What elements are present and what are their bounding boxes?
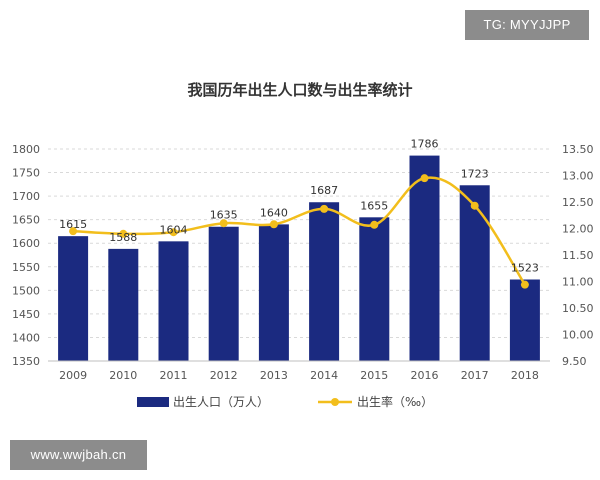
x-tick-label: 2016 [411, 369, 439, 382]
y-left-tick-label: 1400 [12, 331, 40, 344]
y-right-tick-label: 13.50 [562, 143, 594, 156]
x-tick-label: 2009 [59, 369, 87, 382]
bar [509, 279, 540, 361]
legend-bar-swatch [137, 397, 169, 407]
watermark-tag-bottom: www.wwjbah.cn [10, 440, 147, 470]
bar [258, 224, 289, 361]
y-left-tick-label: 1750 [12, 167, 40, 180]
x-tick-label: 2012 [210, 369, 238, 382]
x-tick-label: 2011 [160, 369, 188, 382]
bar [158, 241, 189, 361]
y-left-tick-label: 1800 [12, 143, 40, 156]
right-axis-ticks: 9.50 10.00 10.50 11.00 11.50 12.00 12.50 13.00 1… [562, 143, 594, 368]
y-right-tick-label: 11.50 [562, 249, 594, 262]
line-point [219, 219, 228, 228]
bar-series [58, 155, 540, 361]
bar-data-label: 1588 [109, 231, 137, 244]
bar-data-label: 1615 [59, 218, 87, 231]
x-tick-label: 2015 [360, 369, 388, 382]
bar [208, 226, 239, 361]
bar-data-label: 1655 [360, 199, 388, 212]
bar-data-label: 1604 [160, 223, 188, 236]
chart-title: 我国历年出生人口数与出生率统计 [187, 81, 412, 99]
legend-line-label: 出生率（‰） [357, 394, 433, 409]
line-point [370, 220, 379, 229]
legend-line-marker [331, 398, 339, 406]
bar-data-label: 1640 [260, 206, 288, 219]
bar [309, 202, 340, 361]
y-left-tick-label: 1350 [12, 355, 40, 368]
bar [58, 236, 89, 361]
bar-data-label: 1723 [461, 167, 489, 180]
y-left-tick-label: 1450 [12, 308, 40, 321]
line-point [420, 174, 429, 183]
x-tick-label: 2017 [461, 369, 489, 382]
x-tick-label: 2010 [109, 369, 137, 382]
line-point [269, 220, 278, 229]
legend: 出生人口（万人） 出生率（‰） [137, 394, 433, 409]
line-point [320, 204, 329, 213]
x-axis-ticks: 2009 2010 2011 2012 2013 2014 2015 2016 2017 2018 [48, 360, 550, 382]
bar [359, 217, 390, 361]
x-tick-label: 2014 [310, 369, 338, 382]
y-right-tick-label: 12.00 [562, 223, 594, 236]
y-right-tick-label: 13.00 [562, 170, 594, 183]
line-point [169, 228, 178, 237]
line-point [520, 280, 529, 289]
y-left-tick-label: 1600 [12, 237, 40, 250]
y-left-tick-label: 1700 [12, 190, 40, 203]
y-right-tick-label: 10.00 [562, 329, 594, 342]
y-right-tick-label: 9.50 [562, 355, 587, 368]
line-series [69, 174, 529, 289]
bar [459, 185, 490, 361]
line-point [470, 201, 479, 210]
birth-rate-line [73, 176, 526, 286]
y-right-tick-label: 12.50 [562, 196, 594, 209]
legend-bar-label: 出生人口（万人） [173, 395, 269, 409]
y-right-tick-label: 11.00 [562, 276, 594, 289]
line-point [119, 229, 128, 238]
bar-data-label: 1523 [511, 261, 539, 274]
watermark-tag-top: TG: MYYJJPP [465, 10, 589, 40]
bar-data-label: 1635 [210, 209, 238, 222]
bar-data-labels: 1615 1588 1604 1635 1640 1687 1655 1786 1723 1523 [59, 138, 539, 275]
x-tick-label: 2013 [260, 369, 288, 382]
y-left-tick-label: 1500 [12, 284, 40, 297]
bar-data-label: 1786 [411, 138, 439, 151]
y-left-tick-label: 1550 [12, 261, 40, 274]
y-left-tick-label: 1650 [12, 214, 40, 227]
x-tick-label: 2018 [511, 369, 539, 382]
line-point [69, 227, 78, 236]
left-axis-ticks: 1350 1400 1450 1500 1550 1600 1650 1700 1750 1800 [12, 143, 40, 368]
bar [108, 248, 139, 361]
bar [409, 155, 440, 361]
y-right-tick-label: 10.50 [562, 302, 594, 315]
bar-data-label: 1687 [310, 184, 338, 197]
